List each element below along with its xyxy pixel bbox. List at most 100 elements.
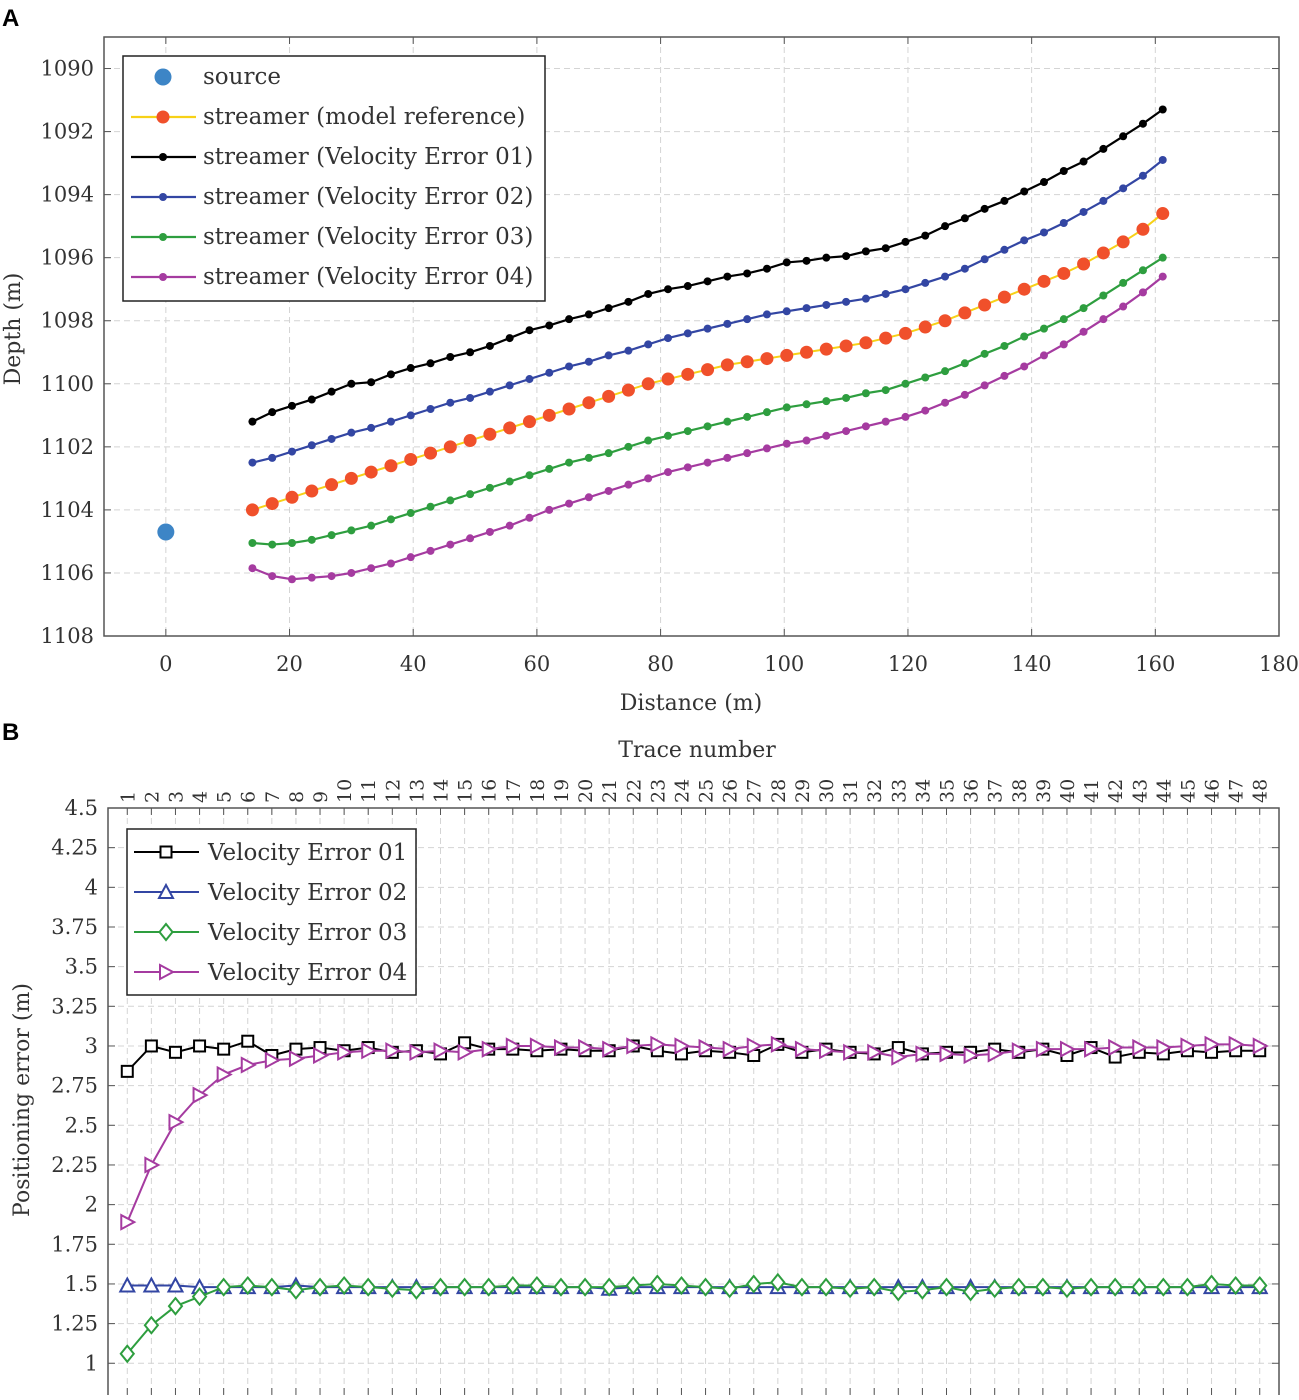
data-point-ve01 <box>782 258 791 267</box>
x-tick-label: 12 <box>382 779 404 803</box>
data-point-ve02 <box>545 368 554 377</box>
y-tick-label: 1 <box>85 1351 98 1375</box>
data-point-ve02 <box>367 423 376 432</box>
data-point-ve03 <box>842 393 851 402</box>
x-tick-label: 38 <box>1009 779 1031 803</box>
data-point-ve01 <box>1040 178 1048 187</box>
data-point-reference <box>898 326 912 340</box>
data-point-ve04 <box>1020 362 1029 371</box>
x-tick-label: 19 <box>551 779 573 803</box>
data-point-reference <box>1057 266 1071 280</box>
data-point-ve04 <box>406 553 415 562</box>
data-point-ve03 <box>264 1277 280 1297</box>
data-point-ve03 <box>1010 1277 1027 1297</box>
data-point-ve04 <box>120 1213 137 1231</box>
data-point-ve03 <box>565 458 574 467</box>
data-point-ve01 <box>426 359 435 368</box>
legend-label-ve01: streamer (Velocity Error 01) <box>203 144 533 170</box>
data-point-reference <box>1156 207 1170 221</box>
data-point-reference <box>404 452 418 466</box>
data-point-reference <box>305 484 319 498</box>
data-point-ve03 <box>191 1287 208 1307</box>
data-point-reference <box>522 415 536 429</box>
data-point-ve04 <box>505 1037 522 1055</box>
data-point-reference <box>859 336 873 350</box>
data-point-ve04 <box>584 493 593 502</box>
data-point-ve02 <box>386 417 395 426</box>
data-point-ve03 <box>386 515 395 524</box>
data-point-ve04 <box>915 1045 932 1063</box>
x-tick-label: 41 <box>1081 779 1103 803</box>
data-point-ve03 <box>327 531 336 540</box>
data-point-ve03 <box>268 540 277 549</box>
data-point-ve02 <box>802 304 811 313</box>
data-point-ve04 <box>921 406 930 415</box>
panel-a-ylabel: Depth (m) <box>1 273 26 386</box>
data-point-reference <box>285 490 299 504</box>
x-tick-label: 6 <box>238 791 260 803</box>
data-point-reference <box>1096 246 1110 260</box>
series-line-ve04 <box>126 1043 1260 1223</box>
data-point-ve01 <box>960 214 969 223</box>
data-point-reference <box>800 345 814 359</box>
panel-b-x2label: Trace number <box>618 738 776 763</box>
data-point-ve04 <box>698 1038 715 1057</box>
x-tick-label: 29 <box>792 779 814 803</box>
data-point-ve04 <box>941 398 950 407</box>
data-point-ve02 <box>624 346 633 355</box>
y-tick-label: 3.75 <box>51 915 98 939</box>
data-point-ve03 <box>664 431 672 440</box>
legend-marker-ve03 <box>159 233 167 241</box>
x-tick-label: 11 <box>358 779 380 803</box>
x-tick-label: 48 <box>1250 779 1272 803</box>
data-point-ve04 <box>1228 1035 1245 1054</box>
panel-a-label: A <box>2 5 19 32</box>
data-point-ve02 <box>1000 245 1009 254</box>
panel-a-legend: source streamer (model reference) streamer… <box>122 55 546 302</box>
data-point-ve01 <box>644 289 653 298</box>
data-point-ve01 <box>980 204 989 213</box>
data-point-ve03 <box>1083 1277 1099 1297</box>
y-tick-label: 3.25 <box>51 994 98 1018</box>
data-point-ve04 <box>216 1065 233 1084</box>
data-point-ve01 <box>1020 187 1029 196</box>
data-point-ve04 <box>891 1048 908 1066</box>
x-tick-label: 25 <box>696 779 718 803</box>
data-point-ve04 <box>1180 1037 1197 1055</box>
data-point-ve03 <box>986 1279 1003 1299</box>
y-tick-label: 1100 <box>41 372 94 396</box>
data-point-ve04 <box>426 546 435 555</box>
data-point-ve02 <box>703 324 712 333</box>
data-point-ve04 <box>963 1046 980 1065</box>
legend-marker-ve01 <box>159 153 167 161</box>
x-tick-label: 20 <box>276 652 303 676</box>
data-point-ve01 <box>941 222 950 231</box>
y-tick-label: 1092 <box>41 120 94 144</box>
data-point-ve02 <box>960 264 969 273</box>
data-point-ve03 <box>1099 291 1108 300</box>
data-point-ve03 <box>890 1282 907 1302</box>
data-point-ve04 <box>367 564 376 573</box>
x-tick-label: 3 <box>165 791 187 803</box>
legend-label-source: source <box>203 64 281 90</box>
data-point-ve04 <box>578 1038 595 1057</box>
data-point-reference <box>265 497 279 511</box>
data-point-ve04 <box>347 568 356 577</box>
data-point-ve04 <box>819 1042 836 1060</box>
data-point-ve01 <box>584 310 593 319</box>
data-point-ve01 <box>327 387 336 396</box>
data-point-ve03 <box>446 496 455 505</box>
data-point-ve03 <box>624 442 633 451</box>
data-point-reference <box>1116 235 1130 249</box>
data-point-ve01 <box>664 285 672 294</box>
data-point-ve02 <box>1040 228 1048 237</box>
data-point-ve03 <box>505 477 514 486</box>
data-point-ve03 <box>649 1274 666 1294</box>
data-point-ve03 <box>794 1277 810 1297</box>
data-point-reference <box>879 331 893 345</box>
data-point-ve03 <box>842 1279 858 1299</box>
data-point-ve04 <box>901 412 910 421</box>
data-point-reference <box>641 377 655 391</box>
panel-b-label: B <box>2 719 19 746</box>
x-tick-label: 16 <box>479 779 501 803</box>
